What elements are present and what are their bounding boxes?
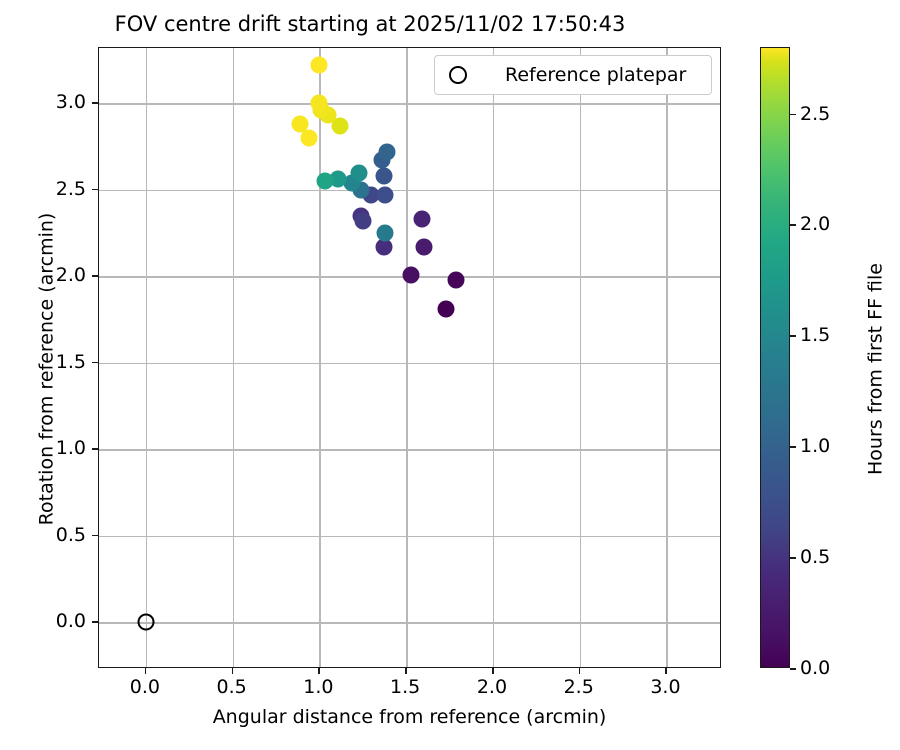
scatter-points-layer xyxy=(99,48,720,667)
colorbar-tick-mark xyxy=(790,446,796,448)
colorbar-tick-label: 0.0 xyxy=(800,657,831,679)
y-tick-label: 2.5 xyxy=(55,177,86,200)
gridline-horizontal xyxy=(99,535,720,538)
colorbar-label: Hours from first FF file xyxy=(864,263,887,475)
x-tick-label: 3.0 xyxy=(650,676,681,698)
colorbar-tick-label: 0.5 xyxy=(800,546,831,569)
gridline-vertical xyxy=(232,48,234,667)
y-axis-label: Rotation from reference (arcmin) xyxy=(35,212,58,526)
y-tick-label: 1.5 xyxy=(55,350,86,373)
colorbar-tick-mark xyxy=(790,557,796,559)
colorbar-tick-mark xyxy=(790,335,796,337)
colorbar-tick-label: 2.0 xyxy=(800,213,831,236)
colorbar-tick-mark xyxy=(790,668,796,670)
y-tick-label: 0.0 xyxy=(55,610,86,633)
scatter-point xyxy=(437,300,455,318)
gridline-horizontal xyxy=(99,362,720,365)
x-tick-mark xyxy=(231,668,234,674)
reference-platepar-marker-icon xyxy=(449,66,467,84)
y-tick-label: 2.0 xyxy=(55,264,86,287)
x-tick-mark xyxy=(665,668,668,674)
scatter-point xyxy=(378,143,396,161)
scatter-point xyxy=(300,129,318,147)
colorbar xyxy=(760,47,790,668)
x-tick-mark xyxy=(318,668,320,674)
y-tick-mark xyxy=(92,448,98,450)
gridline-vertical xyxy=(406,48,408,667)
scatter-point xyxy=(447,271,465,289)
scatter-point xyxy=(331,117,349,135)
plot-area xyxy=(98,47,721,668)
x-tick-mark xyxy=(405,668,407,674)
scatter-point xyxy=(376,224,394,242)
scatter-point xyxy=(316,172,334,190)
scatter-point xyxy=(375,167,393,185)
x-tick-label: 2.5 xyxy=(563,676,594,698)
gridline-vertical xyxy=(579,48,582,667)
gridline-horizontal xyxy=(99,103,720,105)
page-title: FOV centre drift starting at 2025/11/02 … xyxy=(114,12,626,36)
scatter-point xyxy=(402,266,420,284)
x-tick-label: 0.0 xyxy=(129,676,160,698)
gridline-vertical xyxy=(666,48,668,667)
scatter-point xyxy=(376,186,394,204)
x-tick-mark xyxy=(578,668,581,674)
x-tick-mark xyxy=(144,668,147,674)
gridline-horizontal xyxy=(99,622,720,624)
colorbar-tick-label: 1.5 xyxy=(800,324,831,347)
y-tick-mark xyxy=(92,534,98,537)
scatter-point xyxy=(310,94,328,112)
x-axis-label: Angular distance from reference (arcmin) xyxy=(212,706,607,728)
colorbar-tick-label: 1.0 xyxy=(800,435,831,458)
gridline-horizontal xyxy=(99,189,720,192)
colorbar-tick-label: 2.5 xyxy=(800,102,831,125)
y-tick-label: 3.0 xyxy=(55,91,86,114)
gridline-vertical xyxy=(492,48,495,667)
y-tick-label: 0.5 xyxy=(55,523,86,546)
scatter-point xyxy=(375,238,393,256)
y-tick-mark xyxy=(92,188,98,191)
x-tick-label: 1.0 xyxy=(303,676,334,698)
legend-item-label: Reference platepar xyxy=(505,64,687,86)
colorbar-tick-mark xyxy=(790,224,796,227)
legend: Reference platepar xyxy=(434,55,712,95)
gridline-vertical xyxy=(145,48,148,667)
gridline-horizontal xyxy=(99,449,720,451)
y-tick-mark xyxy=(92,275,98,277)
x-tick-mark xyxy=(491,668,494,674)
y-tick-mark xyxy=(92,621,98,623)
x-tick-label: 0.5 xyxy=(216,676,247,698)
scatter-point xyxy=(310,56,328,74)
colorbar-tick-mark xyxy=(790,113,796,116)
reference-platepar-point xyxy=(137,613,155,631)
scatter-point xyxy=(329,170,347,188)
x-tick-label: 2.0 xyxy=(476,676,508,698)
y-tick-mark xyxy=(92,102,98,104)
x-tick-label: 1.5 xyxy=(390,676,421,698)
scatter-point xyxy=(350,164,368,182)
y-tick-mark xyxy=(92,361,98,364)
gridline-vertical xyxy=(319,48,321,667)
scatter-point xyxy=(413,210,431,228)
scatter-point xyxy=(291,115,309,133)
scatter-point xyxy=(354,212,372,230)
scatter-point xyxy=(415,238,432,256)
y-tick-label: 1.0 xyxy=(55,437,86,460)
